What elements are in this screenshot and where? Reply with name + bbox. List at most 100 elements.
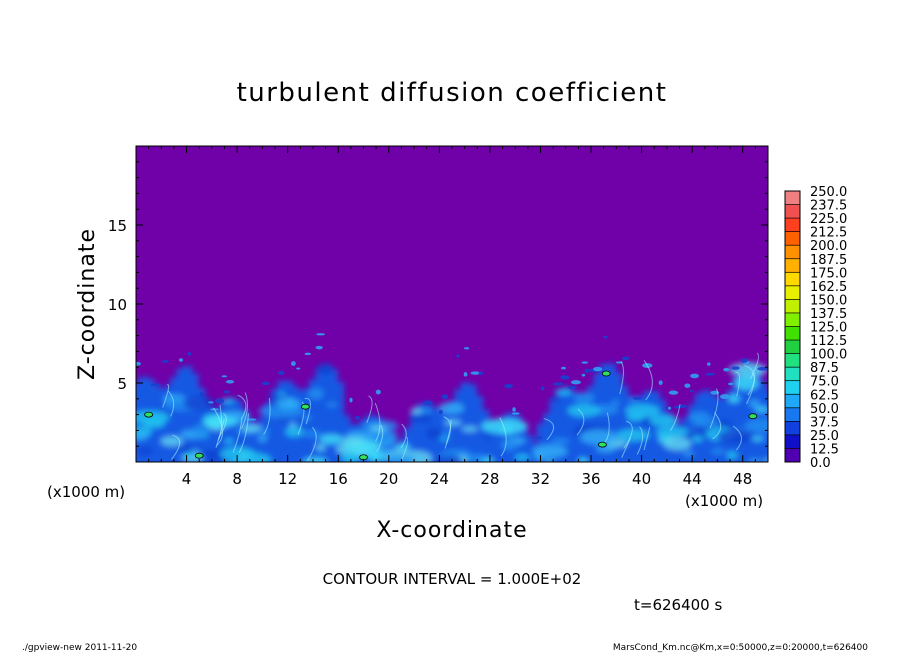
x-axis: 4 8 12 16 20 24 28 32 36 40 44 48 <box>148 146 756 488</box>
turbulence-eddy <box>482 433 494 440</box>
colorbar-label: 50.0 <box>810 402 839 417</box>
colorbar-label: 87.5 <box>810 361 839 376</box>
colorbar-label: 150.0 <box>810 293 847 308</box>
x-tick-label: 32 <box>531 470 550 488</box>
turbulence-patch <box>278 370 285 376</box>
field-column <box>252 423 263 462</box>
field-column <box>410 413 421 462</box>
turbulence-eddy <box>748 399 761 407</box>
turbulence-eddy <box>289 422 297 428</box>
colorbar-swatch <box>785 299 800 313</box>
field-column <box>448 401 458 462</box>
colorbar-swatch <box>785 421 800 435</box>
turbulence-eddy <box>481 418 528 435</box>
turbulence-eddy <box>319 434 344 445</box>
turbulence-eddy <box>727 393 740 403</box>
field-column <box>618 386 629 462</box>
turbulence-patch <box>668 390 679 395</box>
turbulence-eddy <box>501 439 518 451</box>
x-tick-label: 20 <box>379 470 398 488</box>
footer-left: ./gpview-new 2011-11-20 <box>22 643 137 653</box>
colorbar-label: 162.5 <box>810 280 847 295</box>
field-column <box>485 419 496 462</box>
turbulence-patch <box>570 380 581 385</box>
field-column <box>441 410 452 462</box>
contour-spot <box>144 411 154 418</box>
turbulence-patch <box>504 383 513 389</box>
turbulence-eddy <box>219 446 255 461</box>
turbulence-streak <box>643 359 653 401</box>
field-column <box>643 390 654 462</box>
turbulence-patch <box>740 358 748 363</box>
turbulence-eddy <box>183 395 214 411</box>
turbulence-eddy <box>444 419 462 426</box>
turbulence-streak <box>162 384 170 408</box>
turbulence-streak <box>669 404 681 432</box>
colorbar-swatch <box>785 367 800 381</box>
turbulence-eddy <box>325 402 338 408</box>
turbulence-eddy <box>438 436 449 441</box>
field-column <box>542 413 553 462</box>
y-axis: 5 10 15 <box>108 161 768 447</box>
turbulence-eddy <box>421 408 433 414</box>
turbulence-eddy <box>160 436 184 447</box>
turbulence-streak <box>167 390 175 417</box>
turbulence-eddy <box>567 404 601 418</box>
turbulence-patch <box>304 352 312 356</box>
x-tick-label: 48 <box>733 470 752 488</box>
turbulence-patch <box>187 351 191 356</box>
turbulence-patch <box>246 418 257 421</box>
colorbar-swatch <box>785 434 800 449</box>
turbulence-eddy <box>425 427 443 440</box>
turbulence-patch <box>728 382 734 386</box>
turbulence-eddy <box>241 424 262 432</box>
turbulence-eddy <box>710 448 725 455</box>
turbulence-eddy <box>434 454 463 462</box>
field-column <box>466 384 477 462</box>
turbulence-patch <box>532 436 543 440</box>
turbulence-patch <box>354 415 361 420</box>
turbulence-patch <box>561 366 566 370</box>
field-column <box>612 372 623 462</box>
colorbar-swatch <box>785 258 800 273</box>
colorbar-label: 237.5 <box>810 199 847 214</box>
turbulence-eddy <box>726 451 738 460</box>
turbulence-patch <box>552 382 564 386</box>
x-tick-label: 44 <box>683 470 702 488</box>
field-column <box>334 382 345 462</box>
turbulence-patch <box>208 401 214 404</box>
turbulence-eddy <box>189 448 201 453</box>
turbulence-patch <box>720 394 730 400</box>
turbulence-eddy <box>748 458 762 462</box>
turbulence-streak <box>374 402 381 442</box>
colorbar-swatch <box>785 204 800 219</box>
field-column <box>454 389 465 462</box>
field-column <box>245 419 256 462</box>
turbulence-streak <box>444 419 452 449</box>
colorbar-swatch <box>785 272 800 286</box>
turbulence-streak <box>171 434 181 460</box>
field-column <box>308 379 319 462</box>
turbulence-patch <box>581 373 586 377</box>
turbulence-patch <box>441 394 449 400</box>
turbulence-streak <box>366 395 373 424</box>
turbulence-eddy <box>441 430 451 436</box>
turbulence-streak <box>400 423 407 449</box>
turbulence-streak <box>744 365 755 396</box>
turbulence-patch <box>584 368 590 373</box>
field-column <box>188 373 199 462</box>
colorbar-label: 100.0 <box>810 348 847 363</box>
field-column <box>176 368 187 462</box>
field-column <box>220 402 231 462</box>
field-column <box>214 408 225 462</box>
field-column <box>169 377 180 462</box>
field-column <box>283 381 294 462</box>
turbulence-eddy <box>136 432 149 441</box>
turbulence-patch <box>423 400 433 406</box>
colorbar-label: 75.0 <box>810 375 839 390</box>
turbulence-eddy <box>220 398 236 404</box>
turbulence-patch <box>684 383 691 388</box>
turbulence-streak <box>217 404 223 441</box>
turbulence-streak <box>297 401 305 436</box>
field-column <box>315 368 326 462</box>
